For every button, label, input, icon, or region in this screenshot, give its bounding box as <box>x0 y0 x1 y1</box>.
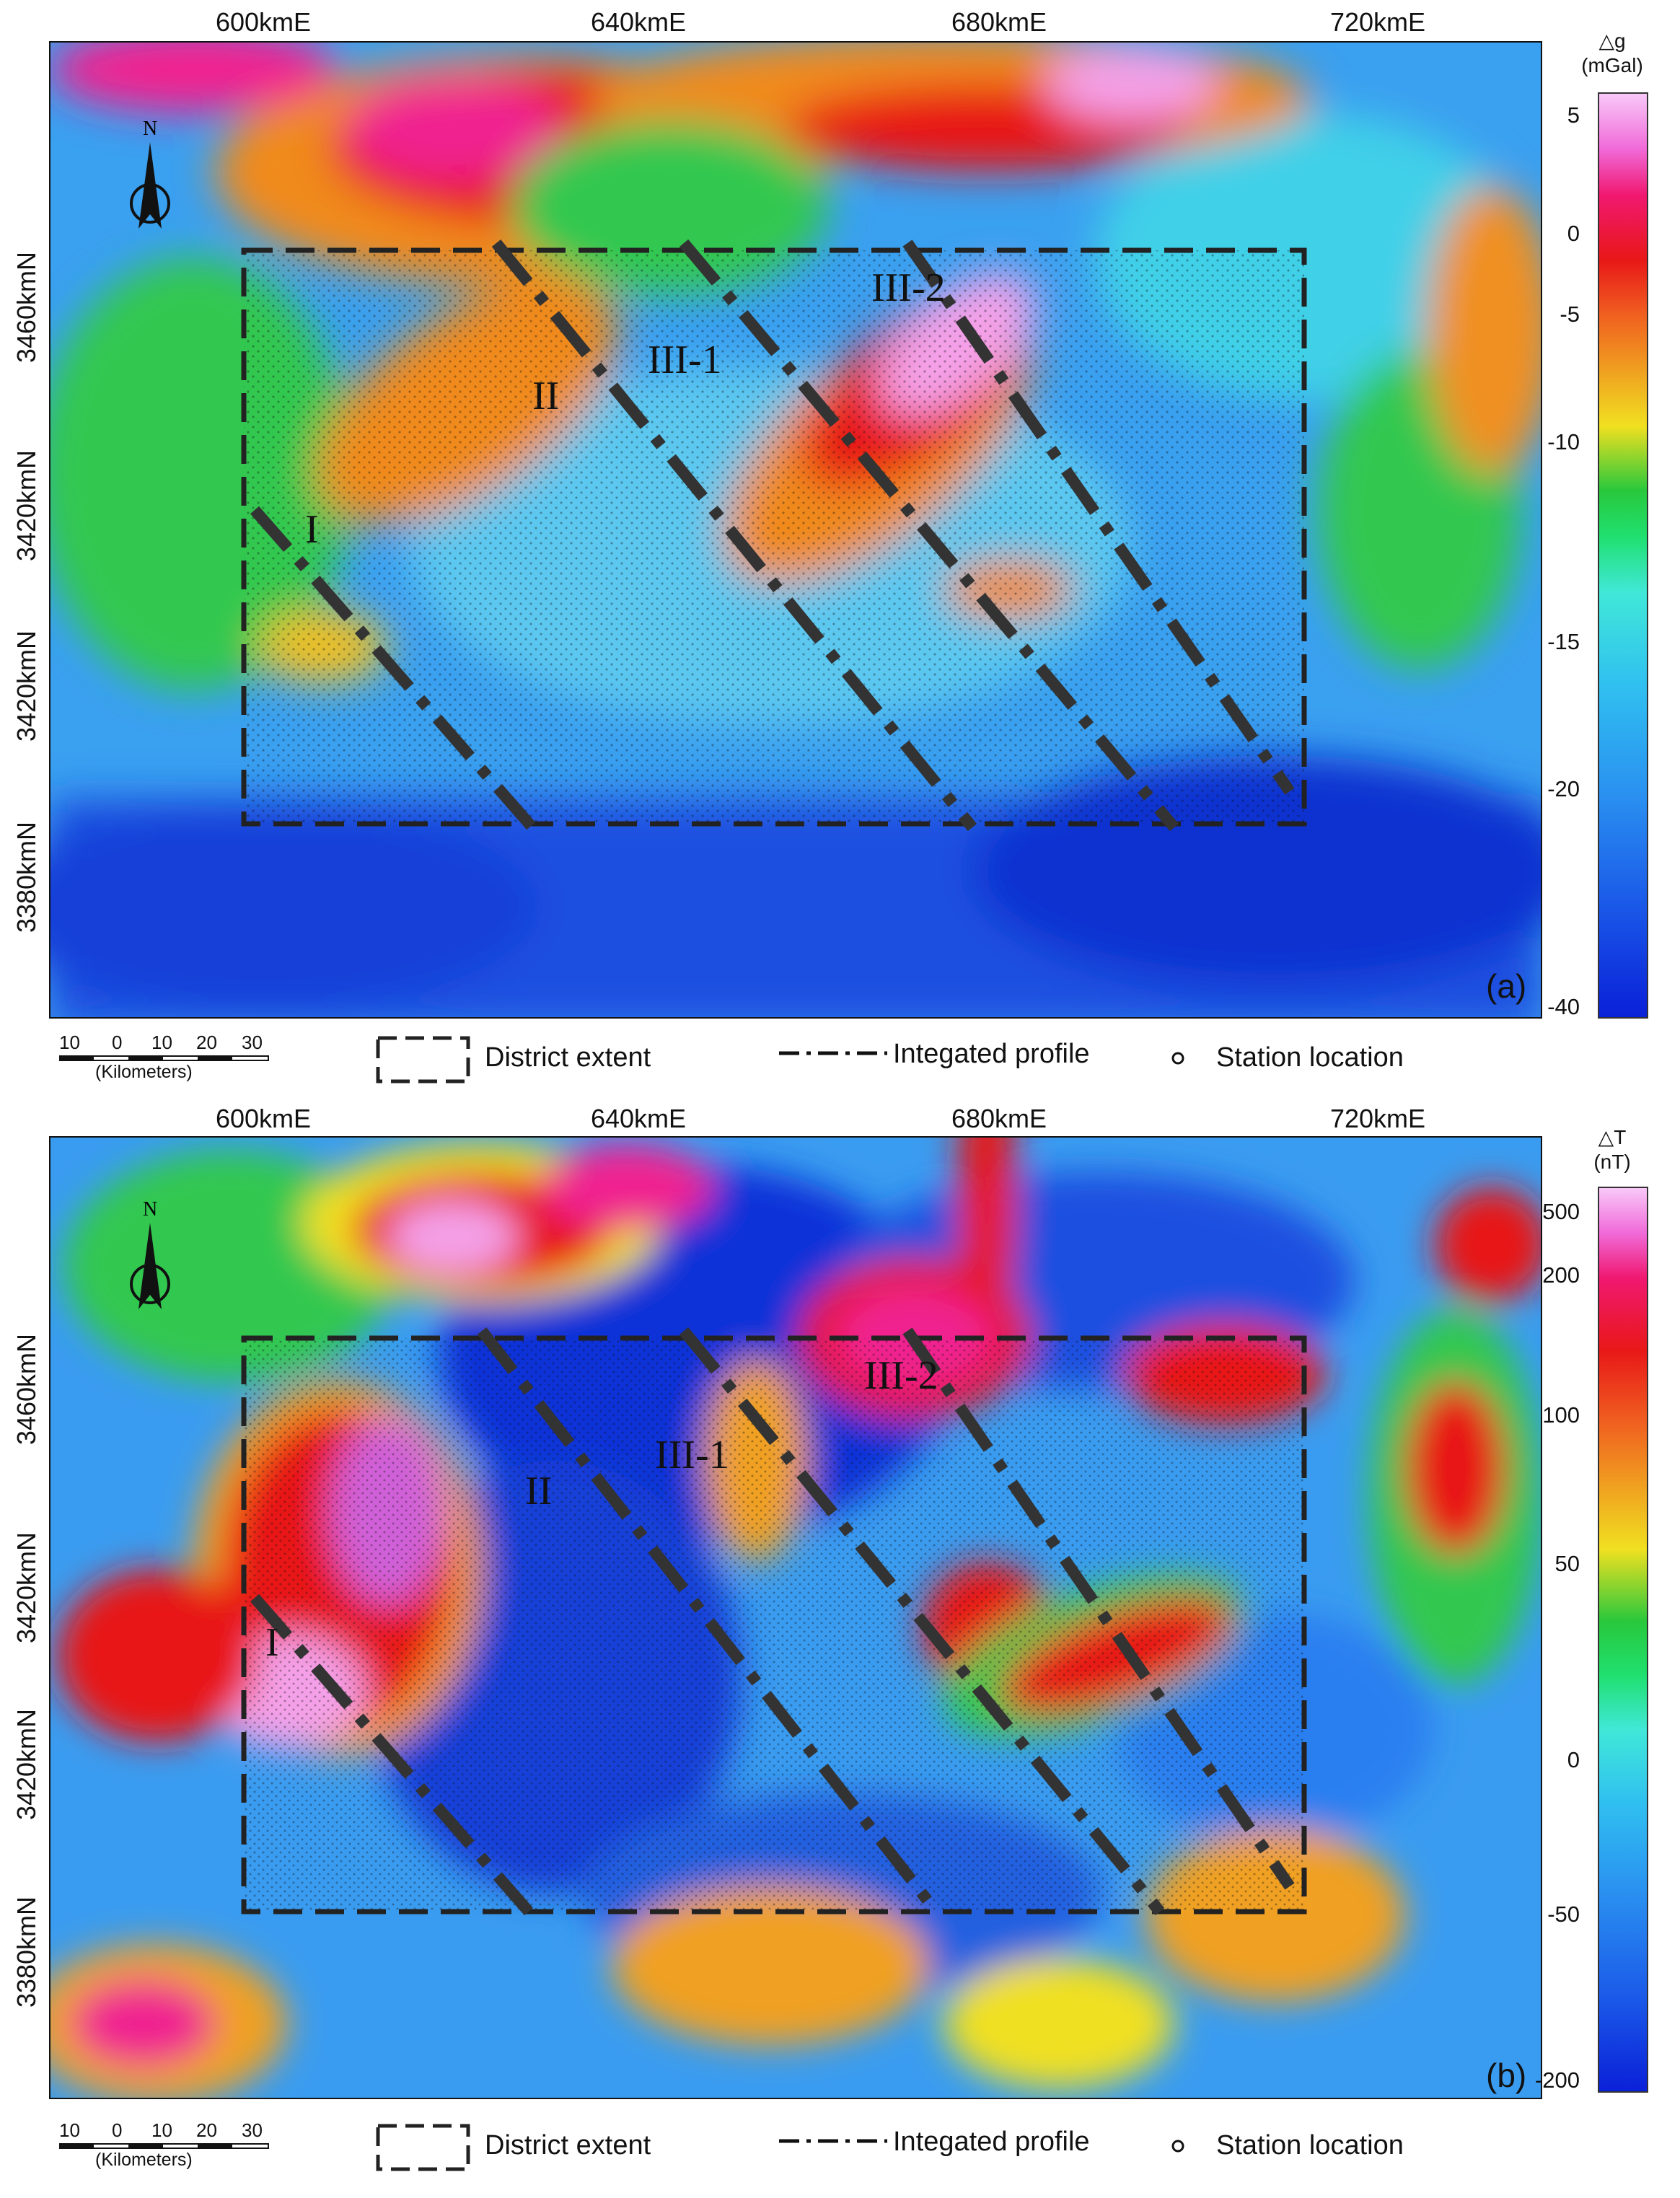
colorbar-tick: -5 <box>1560 302 1580 327</box>
colorbar-quantity: △g <box>1598 30 1626 52</box>
legend-station-label: Station location <box>1216 1042 1404 1073</box>
y-tick: 3380kmN <box>12 821 42 933</box>
north-letter: N <box>143 1198 157 1221</box>
region-label: I <box>265 1620 279 1665</box>
region-label: II <box>532 374 559 418</box>
integrated-profiles <box>250 1327 1295 1916</box>
colorbar-tick: 0 <box>1567 1747 1580 1772</box>
colorbar-gravity <box>1598 92 1648 1019</box>
north-arrow-icon: N <box>130 1198 170 1309</box>
colorbar-tick: -20 <box>1547 776 1580 801</box>
region-label: I <box>305 507 319 552</box>
x-tick: 680kmE <box>951 1104 1047 1133</box>
x-tick: 680kmE <box>951 7 1047 37</box>
y-tick: 3420kmN <box>12 630 42 742</box>
colorbar-tick: 100 <box>1542 1402 1580 1428</box>
legend-profile-label: Integated profile <box>893 1039 1090 1069</box>
colorbar-title: △T (nT) <box>1558 1125 1666 1174</box>
x-tick: 640kmE <box>590 7 687 37</box>
integrated-profiles <box>250 239 1295 832</box>
district-extent <box>241 247 1307 827</box>
colorbar-tick: 0 <box>1567 221 1580 246</box>
region-label: III-1 <box>648 338 722 382</box>
scale-number: 10 <box>59 2119 80 2141</box>
x-tick: 720kmE <box>1329 7 1426 37</box>
legend-profile-label: Integated profile <box>893 2127 1090 2157</box>
scale-number: 10 <box>59 1032 80 1053</box>
colorbar-tick: 500 <box>1542 1199 1580 1224</box>
colorbar-unit: (mGal) <box>1581 54 1643 76</box>
colorbar-title: △g (mGal) <box>1558 29 1666 78</box>
scale-number: 0 <box>112 2119 123 2141</box>
region-label: III-2 <box>864 1353 938 1398</box>
y-tick: 3380kmN <box>12 1896 42 2008</box>
scale-number: 30 <box>242 2119 263 2141</box>
district-extent <box>241 1335 1307 1915</box>
x-tick: 600kmE <box>215 1104 312 1133</box>
north-letter: N <box>143 118 157 140</box>
district-extent-swatch <box>376 1036 470 1083</box>
legend-station-label: Station location <box>1216 2130 1404 2160</box>
region-label: III-1 <box>655 1433 729 1477</box>
region-label: II <box>525 1469 552 1513</box>
scale-unit: (Kilometers) <box>95 1062 193 1082</box>
y-tick: 3420kmN <box>12 1708 42 1821</box>
colorbar-magnetic <box>1598 1187 1648 2093</box>
y-tick: 3460kmN <box>12 1333 42 1446</box>
panel-label: (b) <box>1486 2057 1527 2094</box>
scale-number: 10 <box>151 2119 172 2141</box>
y-tick: 3420kmN <box>12 449 42 562</box>
gravity-anomaly-map: I II III-1 III-2 N <box>49 41 1542 1019</box>
colorbar-unit: (nT) <box>1593 1151 1631 1173</box>
colorbar-quantity: △T <box>1598 1126 1627 1148</box>
x-tick: 600kmE <box>215 7 312 37</box>
y-tick: 3460kmN <box>12 251 42 364</box>
profile-swatch <box>779 1051 887 1055</box>
x-tick: 640kmE <box>590 1104 687 1133</box>
scale-number: 10 <box>151 1032 172 1053</box>
scale-unit: (Kilometers) <box>95 2150 193 2170</box>
colorbar-tick: -15 <box>1547 629 1580 654</box>
y-tick: 3420kmN <box>12 1531 42 1644</box>
scale-bar <box>59 2143 269 2149</box>
region-label: III-2 <box>871 265 946 310</box>
colorbar-tick: 5 <box>1567 102 1580 128</box>
colorbar-tick: 200 <box>1542 1262 1580 1288</box>
legend-district-label: District extent <box>485 2130 651 2160</box>
panel-label: (a) <box>1486 967 1527 1005</box>
scale-number: 20 <box>196 1032 217 1053</box>
legend-district-label: District extent <box>485 1042 651 1073</box>
profile-swatch <box>779 2139 887 2143</box>
colorbar-tick: -40 <box>1547 994 1580 1019</box>
scale-number: 0 <box>112 1032 123 1053</box>
scale-bar <box>59 1055 269 1061</box>
colorbar-tick: -50 <box>1547 1902 1580 1927</box>
magnetic-anomaly-map: I II III-1 III-2 N <box>49 1136 1542 2099</box>
colorbar-tick: 50 <box>1554 1551 1580 1576</box>
district-extent-swatch <box>376 2124 470 2171</box>
north-arrow-icon: N <box>130 118 170 229</box>
scale-number: 30 <box>242 1032 263 1053</box>
station-swatch <box>1171 1052 1184 1065</box>
colorbar-tick: -10 <box>1547 429 1580 454</box>
scale-number: 20 <box>196 2119 217 2141</box>
colorbar-tick: -200 <box>1534 2067 1580 2093</box>
station-swatch <box>1171 2140 1184 2153</box>
x-tick: 720kmE <box>1329 1104 1426 1133</box>
